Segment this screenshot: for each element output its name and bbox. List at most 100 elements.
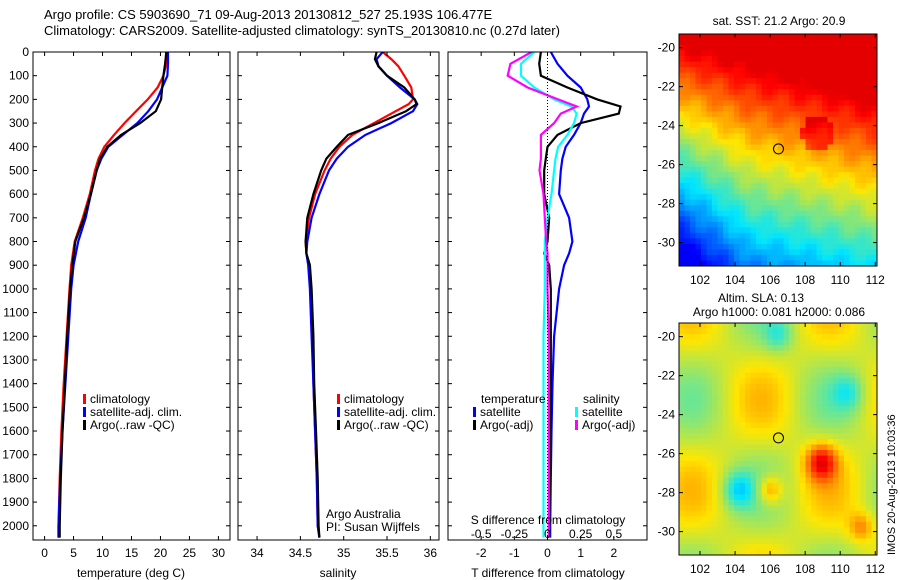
heatmap-cell <box>695 78 702 85</box>
heatmap-cell <box>871 405 878 412</box>
heatmap-cell <box>833 361 839 368</box>
heatmap-cell <box>805 89 812 96</box>
heatmap-cell <box>756 105 762 112</box>
heatmap-cell <box>690 199 696 206</box>
heatmap-cell <box>800 461 806 468</box>
heatmap-cell <box>800 188 806 195</box>
heatmap-cell <box>695 254 702 261</box>
heatmap-cell <box>772 450 779 456</box>
heatmap-cell <box>783 543 790 550</box>
heatmap-cell <box>833 433 839 440</box>
heatmap-cell <box>794 416 801 423</box>
heatmap-cell <box>750 177 757 184</box>
heatmap-cell <box>684 111 691 118</box>
heatmap-cell <box>794 105 801 112</box>
heatmap-cell <box>860 188 867 195</box>
heatmap-cell <box>728 210 735 217</box>
heatmap-cell <box>849 89 856 96</box>
heatmap-cell <box>723 238 729 245</box>
heatmap-cell <box>871 199 878 206</box>
heatmap-cell <box>679 177 685 184</box>
heatmap-cell <box>728 183 735 190</box>
heatmap-cell <box>789 116 795 123</box>
heatmap-cell <box>838 510 845 517</box>
heatmap-cell <box>701 339 707 346</box>
heatmap-cell <box>800 499 806 506</box>
heatmap-cell <box>800 367 806 374</box>
heatmap-cell <box>728 383 735 390</box>
heatmap-cell <box>695 455 702 462</box>
heatmap-cell <box>838 50 845 57</box>
heatmap-cell <box>756 400 762 407</box>
heatmap-cell <box>866 339 872 346</box>
heatmap-cell <box>860 221 867 228</box>
heatmap-cell <box>811 100 817 107</box>
heatmap-cell <box>822 361 828 368</box>
heatmap-cell <box>822 161 828 167</box>
heatmap-cell <box>827 510 834 517</box>
heatmap-cell <box>690 427 696 434</box>
heatmap-cell <box>701 488 707 495</box>
heatmap-cell <box>772 127 779 134</box>
heatmap-cell <box>772 138 779 145</box>
heatmap-cell <box>728 127 735 134</box>
s-difference-label: S difference from climatology <box>471 513 626 527</box>
heatmap-cell <box>827 450 834 456</box>
heatmap-cell <box>756 45 762 51</box>
heatmap-cell <box>855 505 861 512</box>
heatmap-cell <box>827 505 834 512</box>
heatmap-cell <box>833 350 839 357</box>
heatmap-cell <box>684 94 691 101</box>
heatmap-cell <box>772 328 779 335</box>
heatmap-cell <box>871 328 878 335</box>
heatmap-cell <box>794 427 801 434</box>
heatmap-cell <box>745 94 751 101</box>
heatmap-cell <box>849 183 856 190</box>
heatmap-cell <box>844 378 850 385</box>
heatmap-cell <box>855 133 861 140</box>
heatmap-cell <box>706 34 713 40</box>
heatmap-cell <box>750 72 757 79</box>
heatmap-cell <box>844 155 850 162</box>
heatmap-cell <box>871 150 878 156</box>
heatmap-cell <box>734 221 740 228</box>
heatmap-cell <box>734 383 740 390</box>
heatmap-cell <box>778 549 784 556</box>
heatmap-cell <box>690 416 696 423</box>
heatmap-cell <box>767 334 773 340</box>
heatmap-cell <box>833 455 839 462</box>
heatmap-cell <box>822 433 828 440</box>
heatmap-cell <box>805 78 812 85</box>
heatmap-cell <box>706 67 713 74</box>
heatmap-cell <box>695 72 702 79</box>
heatmap-cell <box>844 199 850 206</box>
heatmap-cell <box>761 483 768 490</box>
heatmap-cell <box>827 483 834 490</box>
heatmap-cell <box>816 334 823 340</box>
heatmap-cell <box>849 339 856 346</box>
heatmap-cell <box>805 505 812 512</box>
heatmap-cell <box>761 34 768 40</box>
heatmap-cell <box>794 505 801 512</box>
heatmap-cell <box>745 372 751 379</box>
heatmap-cell <box>679 150 685 156</box>
heatmap-cell <box>827 249 834 256</box>
heatmap-cell <box>701 183 707 190</box>
heatmap-cell <box>805 483 812 490</box>
heatmap-cell <box>772 477 779 484</box>
heatmap-cell <box>717 150 724 156</box>
heatmap-cell <box>745 334 751 340</box>
heatmap-cell <box>805 444 812 451</box>
heatmap-cell <box>816 116 823 123</box>
heatmap-cell <box>805 83 812 90</box>
heatmap-cell <box>844 50 850 57</box>
heatmap-cell <box>838 232 845 239</box>
heatmap-cell <box>827 356 834 363</box>
x-tick-label: 20 <box>154 546 168 560</box>
heatmap-cell <box>728 243 735 250</box>
heatmap-cell <box>723 356 729 363</box>
heatmap-cell <box>684 416 691 423</box>
heatmap-cell <box>800 483 806 490</box>
header-title-line-2: Climatology: CARS2009. Satellite-adjuste… <box>44 23 560 38</box>
heatmap-cell <box>728 260 735 267</box>
